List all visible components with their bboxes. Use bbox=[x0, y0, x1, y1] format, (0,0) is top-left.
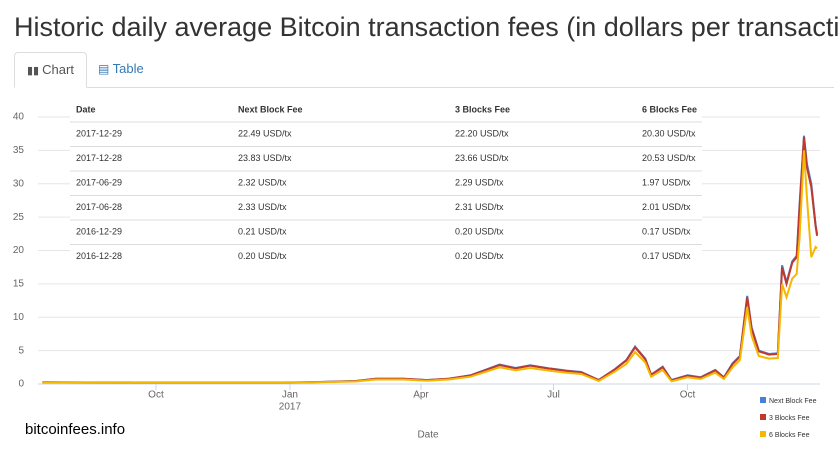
x-tick-label: Apr bbox=[413, 390, 429, 401]
legend-swatch bbox=[760, 397, 766, 403]
x-tick-sublabel: 2017 bbox=[279, 402, 302, 413]
watermark: bitcoinfees.info bbox=[25, 421, 125, 438]
y-tick-label: 5 bbox=[18, 345, 24, 356]
table-cell: 2017-06-29 bbox=[76, 177, 122, 187]
page-title: Historic daily average Bitcoin transacti… bbox=[14, 12, 840, 42]
y-tick-label: 0 bbox=[18, 379, 24, 390]
tab-label[interactable]: Chart bbox=[42, 62, 74, 77]
table-cell: 23.83 USD/tx bbox=[238, 153, 292, 163]
chart-tab[interactable]: ▮▮ Chart bbox=[14, 52, 87, 88]
x-tick-label: Jul bbox=[547, 390, 560, 401]
legend-label: 6 Blocks Fee bbox=[769, 432, 810, 439]
table-cell: 1.97 USD/tx bbox=[642, 177, 691, 187]
table-cell: 2016-12-28 bbox=[76, 251, 122, 261]
legend-label: Next Block Fee bbox=[769, 398, 817, 405]
table-cell: 2.33 USD/tx bbox=[238, 202, 287, 212]
x-tick-label: Oct bbox=[680, 390, 696, 401]
x-tick-label: Oct bbox=[148, 390, 164, 401]
table-background bbox=[70, 98, 702, 270]
tab-label[interactable]: Table bbox=[112, 61, 144, 76]
y-tick-label: 20 bbox=[13, 245, 25, 256]
table-cell: 0.17 USD/tx bbox=[642, 251, 691, 261]
table-header: 3 Blocks Fee bbox=[455, 104, 510, 114]
table-header: Date bbox=[76, 104, 96, 114]
table-cell: 23.66 USD/tx bbox=[455, 153, 509, 163]
table-cell: 0.20 USD/tx bbox=[455, 226, 504, 236]
table-header: Next Block Fee bbox=[238, 104, 303, 114]
y-tick-label: 35 bbox=[13, 145, 25, 156]
table-cell: 2017-12-28 bbox=[76, 153, 122, 163]
table-cell: 2.29 USD/tx bbox=[455, 177, 504, 187]
y-tick-label: 15 bbox=[13, 279, 25, 290]
table-tab[interactable]: ▤ Table bbox=[98, 61, 144, 76]
y-tick-label: 25 bbox=[13, 212, 25, 223]
table-cell: 2016-12-29 bbox=[76, 226, 122, 236]
table-cell: 20.30 USD/tx bbox=[642, 128, 696, 138]
table-cell: 20.53 USD/tx bbox=[642, 153, 696, 163]
legend-swatch bbox=[760, 414, 766, 420]
table-cell: 22.49 USD/tx bbox=[238, 128, 292, 138]
x-tick-label: Jan bbox=[282, 390, 298, 401]
x-axis-label: Date bbox=[417, 430, 439, 441]
table-cell: 2.31 USD/tx bbox=[455, 202, 504, 212]
legend-label: 3 Blocks Fee bbox=[769, 415, 810, 422]
table-header: 6 Blocks Fee bbox=[642, 104, 697, 114]
y-tick-label: 40 bbox=[13, 112, 25, 123]
tab-divider bbox=[14, 87, 834, 88]
legend-swatch bbox=[760, 431, 766, 437]
table-cell: 0.20 USD/tx bbox=[455, 251, 504, 261]
table-cell: 0.21 USD/tx bbox=[238, 226, 287, 236]
y-tick-label: 30 bbox=[13, 178, 25, 189]
table-cell: 2017-06-28 bbox=[76, 202, 122, 212]
series-line bbox=[42, 150, 818, 384]
table-cell: 2017-12-29 bbox=[76, 128, 122, 138]
table-cell: 2.01 USD/tx bbox=[642, 202, 691, 212]
table-cell: 22.20 USD/tx bbox=[455, 128, 509, 138]
table-cell: 0.17 USD/tx bbox=[642, 226, 691, 236]
table-cell: 0.20 USD/tx bbox=[238, 251, 287, 261]
table-cell: 2.32 USD/tx bbox=[238, 177, 287, 187]
y-tick-label: 10 bbox=[13, 312, 25, 323]
